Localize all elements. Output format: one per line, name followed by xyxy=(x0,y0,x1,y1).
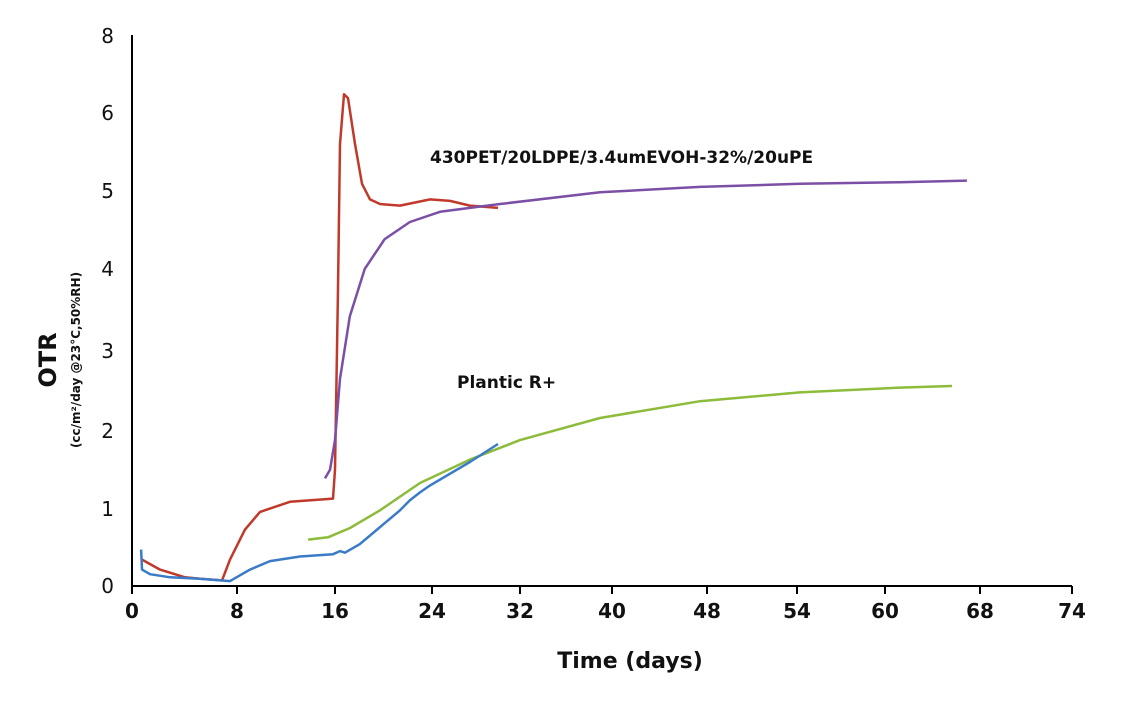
x-tick-label: 24 xyxy=(418,599,446,623)
x-tick-label: 60 xyxy=(871,599,899,623)
y-tick-label: 4 xyxy=(101,257,114,281)
annotation-plantic: Plantic R+ xyxy=(457,373,556,393)
y-tick-label: 5 xyxy=(101,179,114,203)
y-tick-label: 1 xyxy=(101,497,114,521)
y-tick-label: 3 xyxy=(101,339,114,363)
x-tick-label: 0 xyxy=(125,599,139,623)
x-tick-label: 54 xyxy=(783,599,811,623)
annotation-evoh: 430PET/20LDPE/3.4umEVOH-32%/20uPE xyxy=(430,148,813,168)
x-tick-label: 68 xyxy=(966,599,994,623)
x-tick-label: 16 xyxy=(321,599,349,623)
x-tick-label: 74 xyxy=(1058,599,1086,623)
x-axis-title: Time (days) xyxy=(557,649,703,674)
x-tick-label: 8 xyxy=(230,599,244,623)
y-axis-subtitle: (cc/m²/day @23°C,50%RH) xyxy=(69,272,83,448)
series-line-green xyxy=(307,384,953,541)
x-tick-label: 32 xyxy=(506,599,534,623)
series-line-blue xyxy=(139,442,499,583)
series-lines xyxy=(139,93,967,583)
y-tick-label: 0 xyxy=(101,574,114,598)
y-tick-label: 8 xyxy=(101,24,114,48)
x-tick-label: 48 xyxy=(693,599,721,623)
y-tick-label: 2 xyxy=(101,419,114,443)
axes xyxy=(131,35,1073,594)
series-line-purple xyxy=(323,179,967,480)
x-tick-label: 40 xyxy=(598,599,626,623)
y-tick-label: 6 xyxy=(101,101,114,125)
y-axis-title: OTR xyxy=(34,332,62,387)
